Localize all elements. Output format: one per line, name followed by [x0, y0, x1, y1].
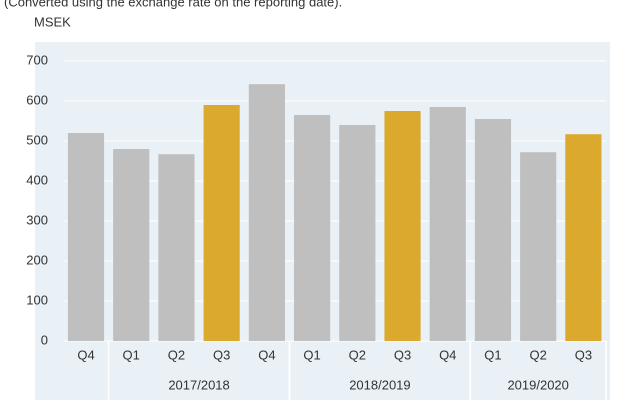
bar [520, 152, 557, 341]
x-tick-label: Q3 [394, 347, 411, 362]
y-tick-label: 400 [26, 172, 48, 187]
y-tick-label: 0 [41, 332, 48, 347]
bar [67, 133, 105, 341]
bar [113, 149, 150, 341]
bar [158, 154, 195, 341]
chart-subtitle: (Converted using the exchange rate on th… [4, 0, 342, 9]
group-label: 2019/2020 [507, 377, 568, 392]
x-tick-label: Q4 [77, 347, 94, 362]
x-tick-label: Q3 [213, 347, 230, 362]
y-tick-label: 200 [26, 252, 48, 267]
x-tick-label: Q1 [303, 347, 320, 362]
bar [339, 125, 376, 341]
y-tick-label: 300 [26, 212, 48, 227]
x-tick-label: Q2 [530, 347, 547, 362]
y-tick-label: 100 [26, 292, 48, 307]
x-tick-label: Q2 [349, 347, 366, 362]
x-tick-label: Q4 [439, 347, 456, 362]
x-tick-label: Q1 [484, 347, 501, 362]
y-tick-label: 600 [26, 92, 48, 107]
y-tick-label: 700 [26, 52, 48, 67]
bar [565, 134, 602, 341]
y-axis-label: MSEK [34, 14, 71, 29]
y-tick-label: 500 [26, 132, 48, 147]
bar [248, 84, 285, 341]
x-tick-label: Q2 [168, 347, 185, 362]
x-tick-label: Q4 [258, 347, 275, 362]
bar [203, 105, 240, 341]
bar [294, 115, 331, 341]
bar [429, 107, 466, 341]
group-label: 2018/2019 [349, 377, 410, 392]
x-tick-label: Q3 [575, 347, 592, 362]
group-label: 2017/2018 [168, 377, 229, 392]
x-tick-label: Q1 [123, 347, 140, 362]
bar [474, 119, 512, 341]
bar [384, 111, 421, 341]
